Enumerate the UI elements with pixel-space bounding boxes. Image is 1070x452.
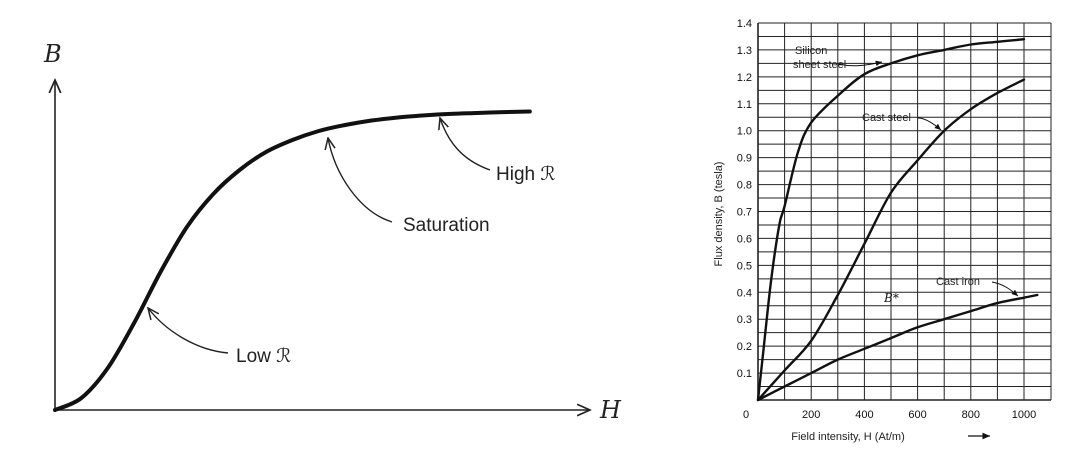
y-tick-label: 0.8: [737, 180, 752, 192]
cast-steel-label: Cast steel: [862, 112, 911, 124]
x-tick-label: 0: [743, 409, 749, 421]
low-reluctance-pointer: [148, 308, 229, 354]
y-tick-label: 1.3: [737, 45, 752, 57]
series-lines: [756, 38, 1039, 402]
magnetization-curves-chart: 0 200 400 600 800 1000 0.10.20.30.40.50.60.70…: [713, 18, 1052, 443]
y-tick-label: 1.1: [737, 99, 752, 111]
y-tick-label: 0.1: [737, 368, 752, 380]
y-tick-label: 1.2: [737, 72, 752, 84]
silicon-label-line2: sheet steel: [793, 59, 846, 71]
annotation-high-reluctance: High ℛ: [496, 164, 556, 185]
grid: [757, 22, 1052, 401]
cast-steel-pointer: [917, 117, 942, 131]
y-axis-label: B: [43, 40, 62, 68]
x-tick-label: 600: [908, 409, 926, 421]
annotation-saturation: Saturation: [403, 215, 490, 236]
saturation-pointer: [328, 138, 393, 223]
bh-curve-sketch: B H High ℛ Saturation Low ℛ: [43, 40, 622, 424]
cast-iron-pointer: [991, 281, 1019, 297]
cast-iron-line: [756, 293, 1039, 402]
cast-iron-label: Cast iron: [936, 276, 980, 288]
y-tick-label: 1.0: [737, 126, 752, 138]
b-star-label: B*: [883, 291, 899, 305]
y-tick-label: 0.3: [737, 314, 752, 326]
y-tick-label: 0.6: [737, 233, 752, 245]
annotation-low-reluctance: Low ℛ: [236, 346, 291, 367]
x-tick-label: 800: [962, 409, 980, 421]
bh-curve: [53, 109, 532, 412]
y-tick-labels: 0.1 0.2 0.3 0.4 0.5 0.6 0.7 0.8 0.9 1.0 1.1 1.2 1.3 1…: [737, 18, 752, 380]
y-tick-label: 1.4: [737, 18, 752, 30]
y-axis-title: Flux density, B (tesla): [713, 162, 725, 267]
x-tick-label: 400: [855, 409, 873, 421]
y-tick-label: 0.2: [737, 341, 752, 353]
y-tick-label: 0.4: [737, 287, 752, 299]
y-tick-label: 0.5: [737, 260, 752, 272]
y-tick-label: 0.7: [737, 207, 752, 219]
x-axis-label: H: [599, 396, 622, 424]
x-tick-label: 1000: [1012, 409, 1036, 421]
silicon-sheet-steel-line: [756, 38, 1026, 402]
cast-steel-line: [756, 78, 1026, 402]
silicon-pointer: [837, 60, 883, 67]
high-reluctance-pointer: [440, 118, 491, 171]
x-tick-label: 200: [802, 409, 820, 421]
x-tick-labels: 0 200 400 600 800 1000: [743, 409, 1036, 421]
silicon-label-line1: Silicon: [795, 45, 827, 57]
y-tick-label: 0.9: [737, 153, 752, 165]
x-axis-title: Field intensity, H (At/m): [791, 431, 905, 443]
